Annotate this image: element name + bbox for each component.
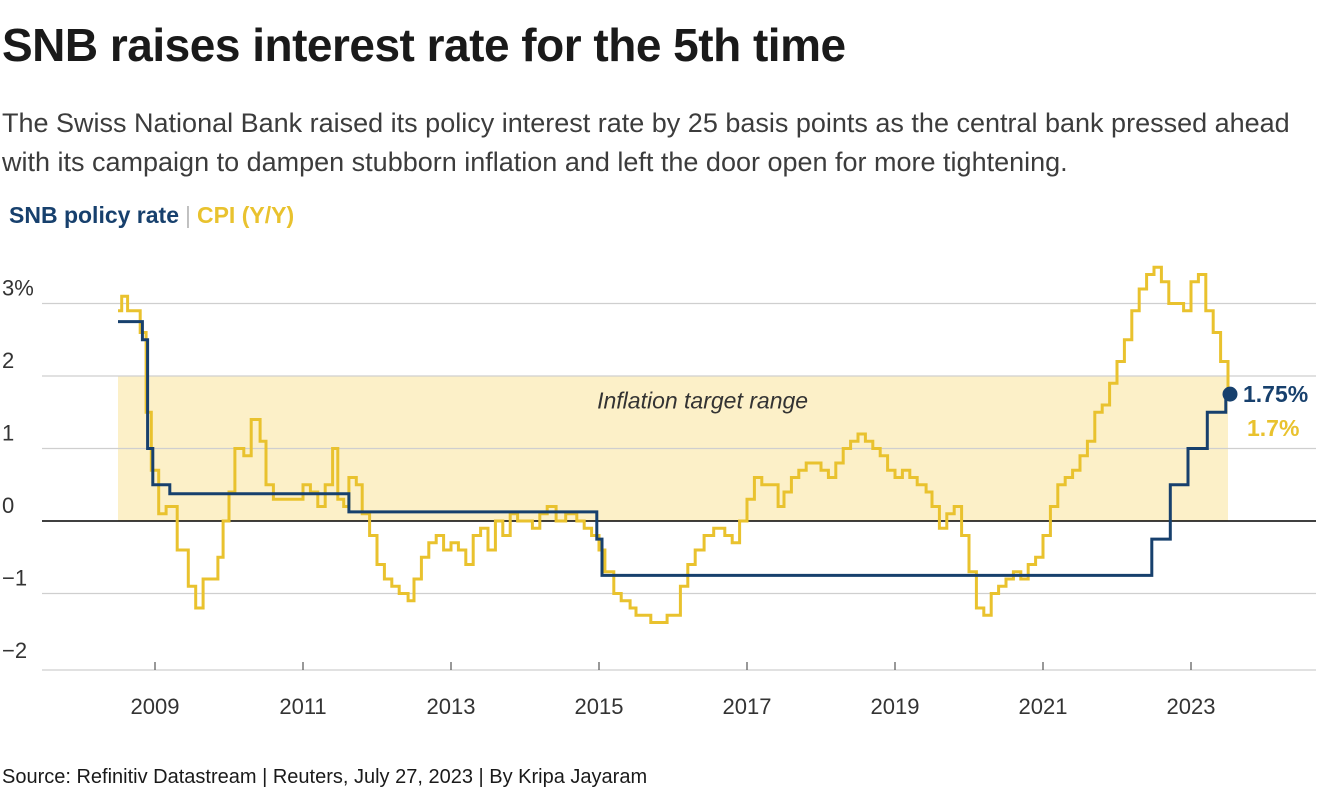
y-tick-label: −1	[2, 566, 27, 591]
x-tick-label: 2011	[279, 694, 326, 719]
page-subtitle: The Swiss National Bank raised its polic…	[2, 108, 1290, 177]
band-label: Inflation target range	[597, 388, 808, 414]
x-tick-label: 2017	[723, 694, 772, 719]
legend-item-policy-rate: SNB policy rate	[9, 202, 179, 228]
y-tick-label: 2	[2, 348, 14, 373]
series-line-cpi	[118, 265, 1230, 624]
x-tick-label: 2015	[575, 694, 624, 719]
policy-rate-end-marker	[1222, 386, 1238, 402]
legend-separator: |	[185, 202, 191, 228]
y-tick-label: 1	[2, 421, 14, 446]
chart-legend: SNB policy rate | CPI (Y/Y)	[9, 202, 294, 229]
x-tick-label: 2009	[131, 694, 180, 719]
cpi-end-label: 1.7%	[1247, 415, 1299, 441]
y-tick-label: 3%	[2, 276, 34, 301]
y-tick-label: −2	[2, 638, 27, 663]
x-tick-label: 2019	[871, 694, 920, 719]
x-tick-label: 2023	[1167, 694, 1216, 719]
x-tick-label: 2013	[427, 694, 476, 719]
page-title: SNB raises interest rate for the 5th tim…	[2, 19, 846, 71]
line-chart: Inflation target range 3% 2 1 0 −1 −2 2009 2011 2…	[2, 265, 1316, 719]
y-tick-label: 0	[2, 493, 14, 518]
series-line-policy-rate	[118, 320, 1228, 577]
policy-rate-end-label: 1.75%	[1243, 381, 1308, 407]
x-tick-label: 2021	[1019, 694, 1068, 719]
legend-item-cpi: CPI (Y/Y)	[196, 202, 295, 228]
source-note: Source: Refinitiv Datastream | Reuters, …	[2, 766, 648, 788]
